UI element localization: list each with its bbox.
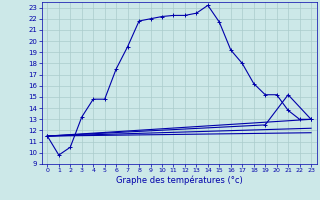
X-axis label: Graphe des températures (°c): Graphe des températures (°c) (116, 176, 243, 185)
